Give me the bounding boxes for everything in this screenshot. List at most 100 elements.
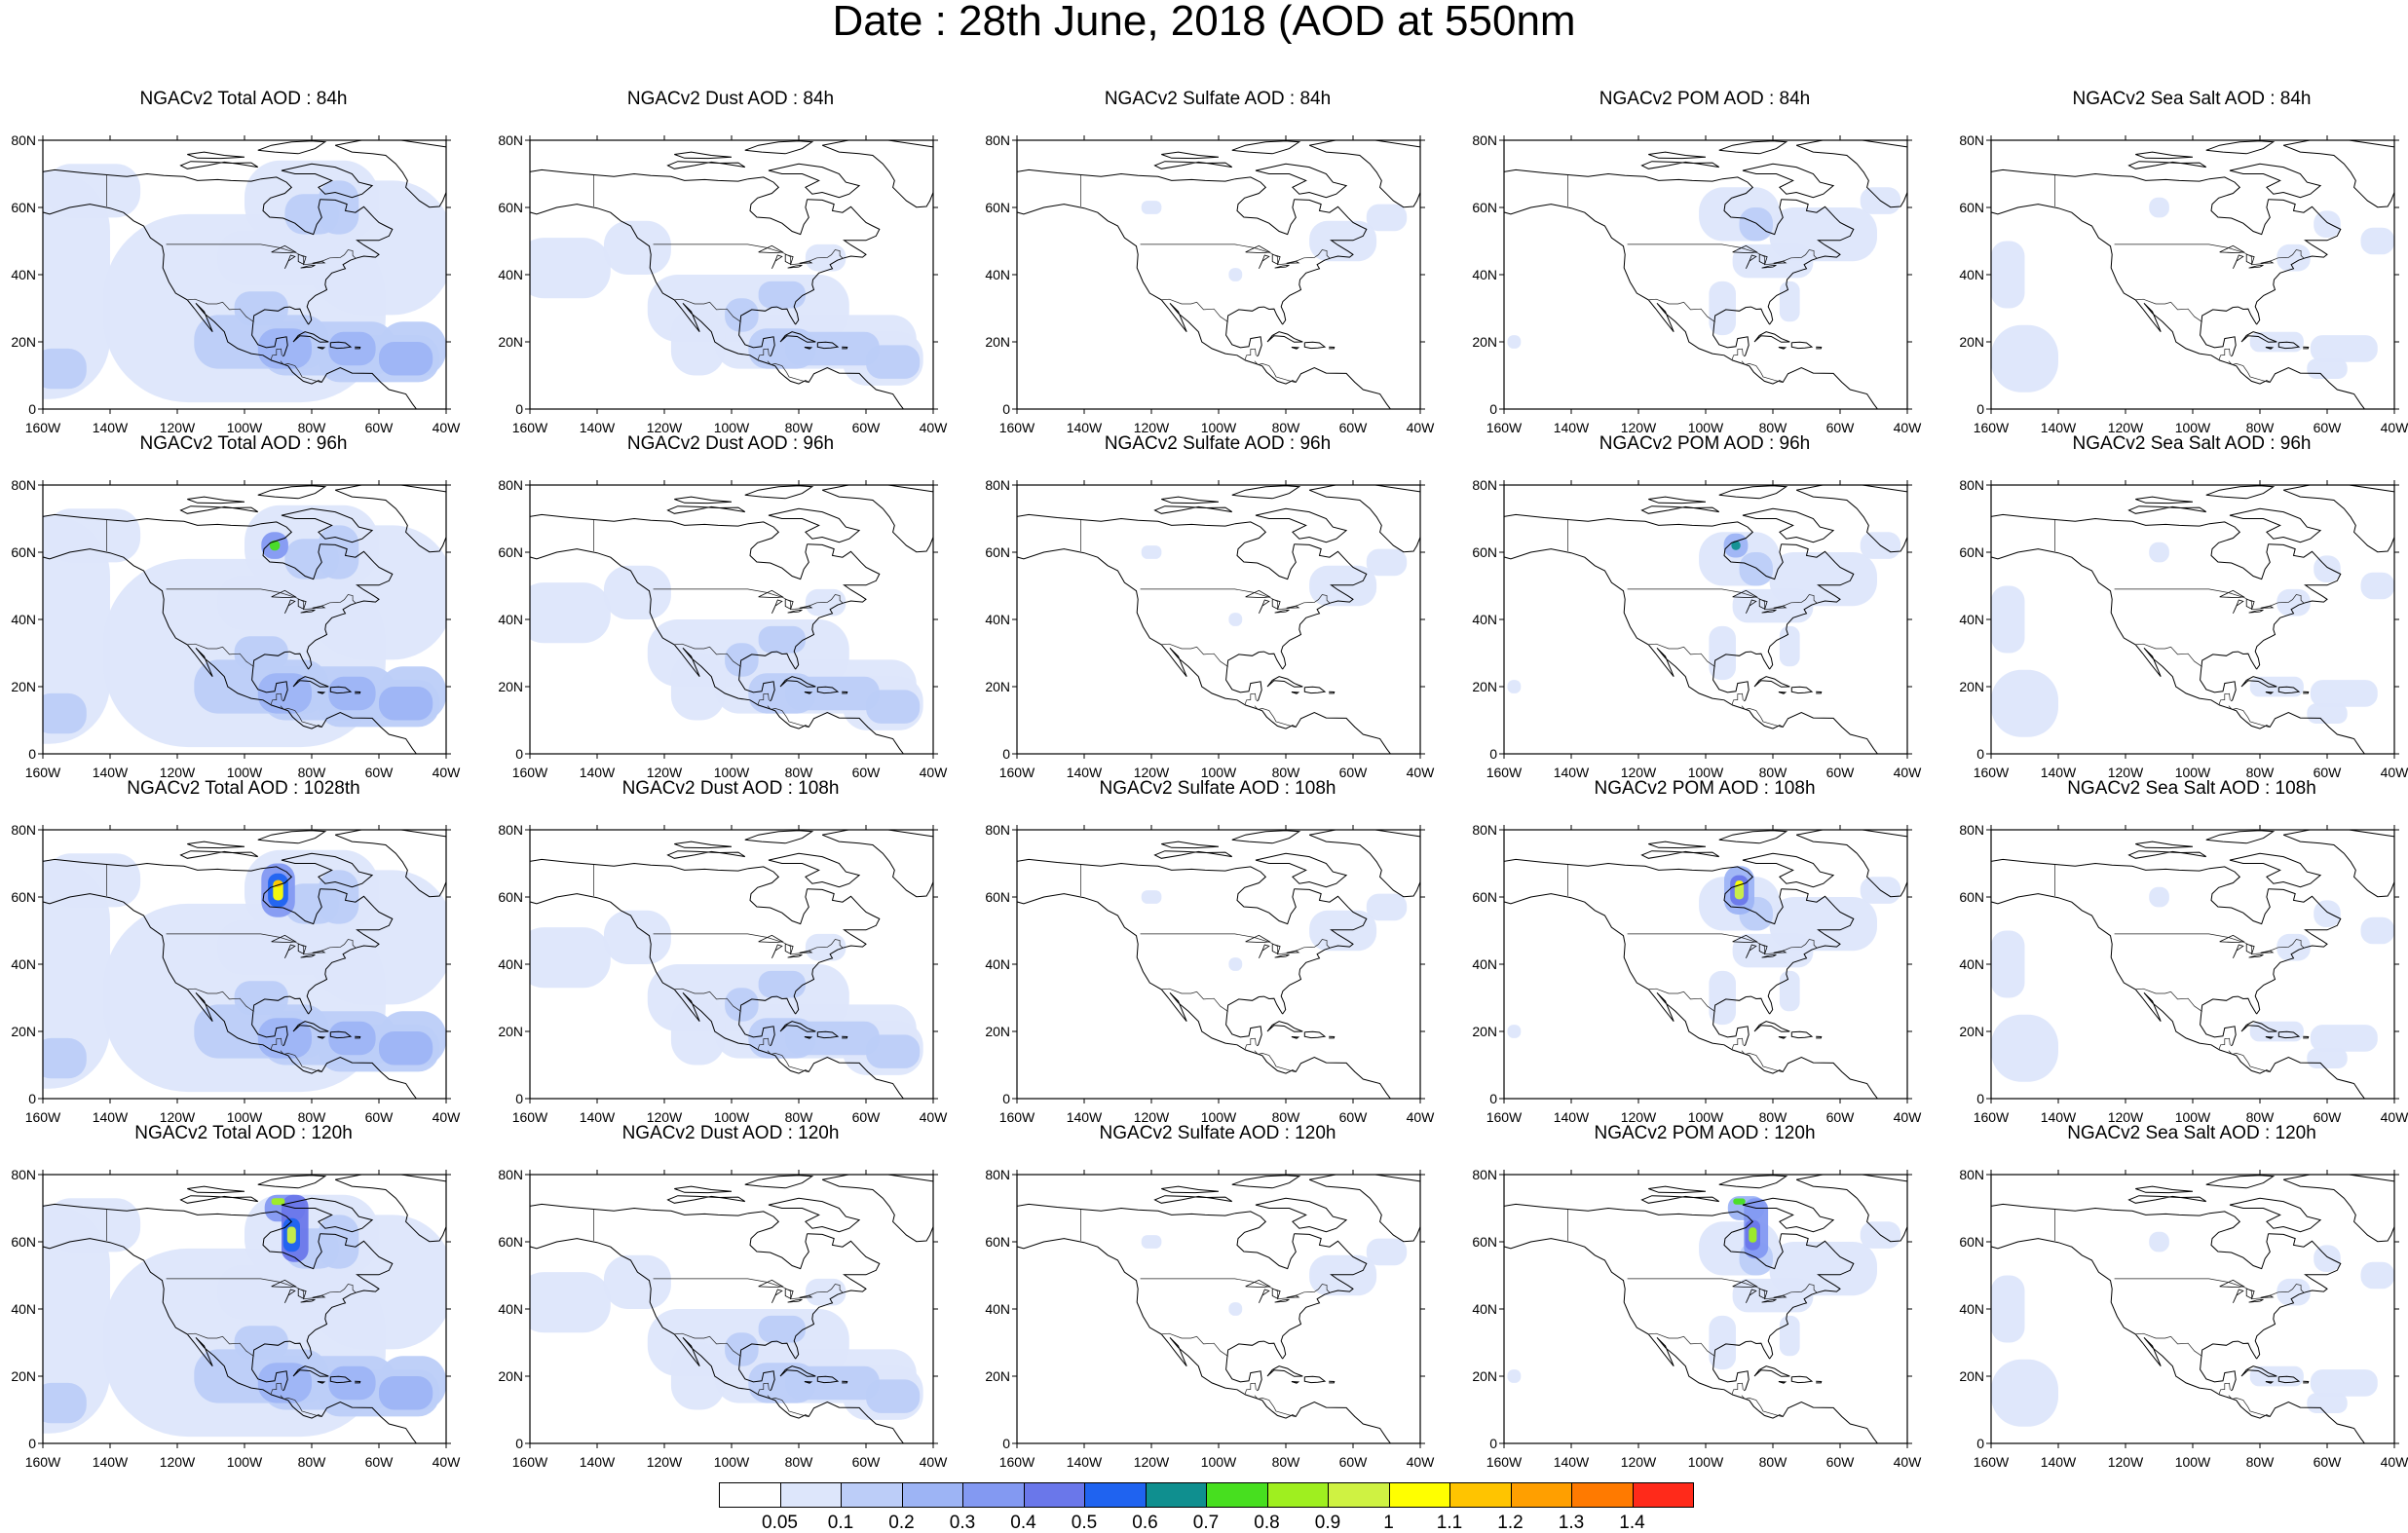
lon-tick-label: 80W (298, 1109, 327, 1125)
lon-tick-label: 40W (433, 420, 462, 435)
lat-tick-label: 60N (985, 544, 1010, 560)
lon-tick-label: 140W (93, 1454, 129, 1470)
lat-tick-label: 20N (1472, 1368, 1497, 1384)
map-panel: NGACv2 Sea Salt AOD : 120h 0 20N 40N 60N 80N 1… (1948, 1124, 2408, 1471)
lon-tick-label: 120W (160, 420, 196, 435)
lon-tick-label: 160W (1486, 1109, 1523, 1125)
political-borders (1567, 1209, 1818, 1418)
lon-tick-label: 60W (365, 1454, 395, 1470)
lat-tick-label: 80N (1959, 132, 1984, 148)
panel-title: NGACv2 Total AOD : 84h (139, 89, 348, 109)
lat-tick-label: 80N (498, 1167, 523, 1182)
lon-tick-label: 40W (2381, 1109, 2408, 1125)
aod-patch (2360, 916, 2394, 945)
panel-title: NGACv2 Dust AOD : 108h (621, 778, 840, 799)
aod-map: 0 20N 40N 60N 80N 160W 140W 120W 100W 80W 60W 40W (985, 477, 1435, 780)
lon-tick-label: 60W (2314, 1454, 2343, 1470)
aod-patch (1991, 241, 2025, 309)
lon-tick-label: 140W (93, 1109, 129, 1125)
political-borders (106, 864, 357, 1073)
lat-tick-label: 0 (1002, 1091, 1010, 1106)
lon-tick-label: 80W (785, 1109, 814, 1125)
lat-tick-label: 20N (11, 1368, 36, 1384)
lon-tick-label: 160W (1974, 1454, 2010, 1470)
aod-patch (318, 870, 359, 924)
aod-map: 0 20N 40N 60N 80N 160W 140W 120W 100W 80W 60W 40W (1472, 822, 1922, 1125)
coastline (1991, 1175, 2394, 1443)
panel-title: NGACv2 POM AOD : 84h (1599, 89, 1811, 109)
lon-tick-label: 80W (1759, 420, 1788, 435)
lon-tick-label: 40W (433, 1109, 462, 1125)
aod-patch (1991, 1359, 2058, 1427)
lon-tick-label: 140W (1067, 1454, 1103, 1470)
aod-patch (328, 676, 376, 711)
lon-tick-label: 80W (298, 765, 327, 780)
aod-patch (1732, 243, 1814, 279)
aod-patch (603, 910, 671, 964)
aod-patch (670, 1342, 726, 1410)
lon-tick-label: 80W (2246, 1454, 2276, 1470)
colorbar-swatch (1449, 1482, 1512, 1508)
lon-tick-label: 100W (2175, 420, 2211, 435)
lat-tick-label: 60N (1472, 1234, 1497, 1250)
aod-patch (2307, 1048, 2348, 1068)
aod-patch (785, 1021, 880, 1056)
coastline (43, 140, 446, 409)
lat-tick-label: 60N (11, 200, 36, 215)
coastline (530, 1175, 933, 1443)
lat-tick-label: 40N (985, 1301, 1010, 1317)
aod-patch (1309, 565, 1377, 607)
lat-tick-label: 40N (1959, 267, 1984, 282)
aod-patch (758, 1315, 806, 1343)
aod-patch (1507, 1369, 1522, 1383)
lon-tick-label: 160W (1974, 420, 2010, 435)
aod-map: 0 20N 40N 60N 80N 160W 140W 120W 100W 80W 60W 40W (1472, 1167, 1922, 1470)
lon-tick-label: 60W (852, 1454, 882, 1470)
map-panel: NGACv2 Sea Salt AOD : 84h 0 20N 40N 60N 80N 16… (1948, 90, 2408, 436)
aod-patch (2276, 243, 2311, 272)
lat-tick-label: 20N (1959, 334, 1984, 350)
lat-tick-label: 20N (498, 679, 523, 694)
aod-patch (1732, 588, 1814, 623)
aod-patch (866, 1034, 921, 1068)
aod-patch (1732, 933, 1814, 968)
aod-patch (234, 1326, 288, 1360)
lon-tick-label: 60W (1826, 765, 1856, 780)
aod-field (530, 220, 923, 386)
aod-map: 0 20N 40N 60N 80N 160W 140W 120W 100W 80W 60W 40W (1472, 477, 1922, 780)
lat-tick-label: 0 (1976, 1436, 1984, 1451)
map-axes: 0 20N 40N 60N 80N 160W 140W 120W 100W 80W 60W 40W (11, 822, 461, 1125)
lat-tick-label: 60N (985, 1234, 1010, 1250)
lon-tick-label: 60W (1339, 1454, 1369, 1470)
aod-patch (328, 1365, 376, 1401)
aod-patch (2149, 1231, 2169, 1253)
map-panel: NGACv2 Sea Salt AOD : 96h 0 20N 40N 60N 80N 16… (1948, 434, 2408, 781)
lat-tick-label: 20N (498, 1368, 523, 1384)
aod-patch (257, 673, 312, 714)
page-title: Date : 28th June, 2018 (AOD at 550nm (832, 0, 1576, 45)
map-panel: NGACv2 POM AOD : 84h 0 20N 40N 60N 80N 160W 140… (1461, 89, 1948, 436)
colorbar-swatch (1023, 1482, 1085, 1508)
lat-tick-label: 0 (1489, 1436, 1497, 1451)
aod-patch (1779, 280, 1800, 322)
aod-patch (43, 348, 87, 390)
aod-map: 0 20N 40N 60N 80N 160W 140W 120W 100W 80W 60W 40W (1959, 1167, 2408, 1470)
political-borders (1567, 174, 1818, 384)
aod-field (1141, 890, 1408, 971)
lat-tick-label: 80N (985, 1167, 1010, 1182)
aod-field (43, 160, 446, 403)
lon-tick-label: 160W (999, 1454, 1035, 1470)
lon-tick-label: 80W (1272, 1454, 1301, 1470)
lon-tick-label: 80W (1759, 765, 1788, 780)
aod-patch (234, 981, 288, 1015)
aod-patch (328, 331, 376, 366)
lon-tick-label: 40W (1407, 1454, 1436, 1470)
lon-tick-label: 140W (580, 1454, 616, 1470)
aod-patch (43, 1037, 87, 1079)
aod-patch (1991, 1014, 2058, 1082)
aod-field (43, 1194, 446, 1438)
lon-tick-label: 60W (852, 765, 882, 780)
map-axes: 0 20N 40N 60N 80N 160W 140W 120W 100W 80W 60W 40W (1959, 132, 2408, 435)
political-borders (1567, 519, 1818, 729)
lon-tick-label: 140W (2041, 1454, 2077, 1470)
